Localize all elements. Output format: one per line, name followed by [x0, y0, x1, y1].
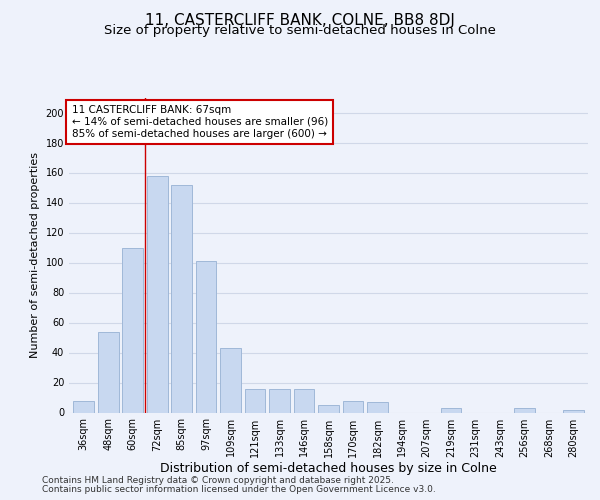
Bar — [73, 400, 94, 412]
Bar — [318, 405, 339, 412]
Bar — [147, 176, 167, 412]
Bar — [122, 248, 143, 412]
Bar — [98, 332, 119, 412]
Bar — [293, 388, 314, 412]
Text: Contains HM Land Registry data © Crown copyright and database right 2025.: Contains HM Land Registry data © Crown c… — [42, 476, 394, 485]
Bar — [514, 408, 535, 412]
Y-axis label: Number of semi-detached properties: Number of semi-detached properties — [30, 152, 40, 358]
Bar — [245, 388, 265, 412]
Bar — [196, 261, 217, 412]
X-axis label: Distribution of semi-detached houses by size in Colne: Distribution of semi-detached houses by … — [160, 462, 497, 475]
Text: Size of property relative to semi-detached houses in Colne: Size of property relative to semi-detach… — [104, 24, 496, 37]
Text: 11, CASTERCLIFF BANK, COLNE, BB8 8DJ: 11, CASTERCLIFF BANK, COLNE, BB8 8DJ — [145, 12, 455, 28]
Bar — [171, 184, 192, 412]
Bar — [343, 400, 364, 412]
Text: Contains public sector information licensed under the Open Government Licence v3: Contains public sector information licen… — [42, 485, 436, 494]
Bar — [440, 408, 461, 412]
Bar — [563, 410, 584, 412]
Bar — [367, 402, 388, 412]
Bar — [220, 348, 241, 412]
Bar — [269, 388, 290, 412]
Text: 11 CASTERCLIFF BANK: 67sqm
← 14% of semi-detached houses are smaller (96)
85% of: 11 CASTERCLIFF BANK: 67sqm ← 14% of semi… — [71, 106, 328, 138]
